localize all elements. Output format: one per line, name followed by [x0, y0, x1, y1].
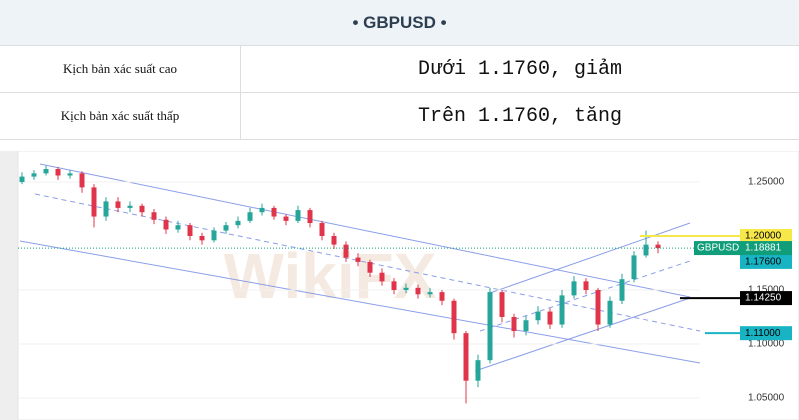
last-price-label: 1.18881: [745, 243, 782, 254]
candle-body: [55, 169, 61, 176]
last-price-name-box: [694, 241, 740, 256]
candle-body: [91, 187, 97, 217]
header-title: • GBPUSD •: [0, 0, 799, 46]
candle-body: [427, 292, 433, 295]
table-row: Kịch bản xác suất thấp Trên 1.1760, tăng: [0, 93, 799, 140]
candle-body: [403, 287, 409, 290]
plot-bg: [17, 151, 799, 420]
candle-body: [487, 292, 493, 361]
candle-body: [439, 292, 445, 301]
candle-body: [115, 201, 121, 208]
level-label: 1.17600: [745, 257, 782, 268]
candle-body: [79, 173, 85, 188]
level-label: 1.14250: [745, 293, 782, 304]
candle-body: [475, 360, 481, 381]
candle-body: [139, 205, 145, 213]
candle-body: [595, 289, 601, 325]
candle-body: [67, 173, 73, 176]
candle-body: [523, 320, 529, 332]
level-box: [740, 326, 792, 341]
candle-body: [307, 210, 313, 224]
candle-body: [271, 207, 277, 217]
watermark: WikiFX: [224, 240, 437, 312]
candle-body: [391, 281, 397, 290]
cell: Trên 1.1760, tăng: [417, 104, 623, 128]
candle-body: [499, 292, 505, 317]
candle-body: [127, 205, 133, 208]
candle-body: [223, 225, 229, 231]
candle-body: [619, 279, 625, 301]
candle-body: [187, 225, 193, 236]
candle-body: [211, 230, 217, 241]
candle-body: [355, 257, 361, 262]
candle-body: [103, 201, 109, 217]
candle-body: [463, 333, 469, 381]
candle-body: [31, 173, 37, 177]
candle-body: [415, 287, 421, 295]
candle-body: [643, 244, 649, 256]
y-tick-label: 1.25000: [748, 177, 785, 188]
candle-body: [19, 176, 25, 182]
candle-body: [319, 223, 325, 236]
candle-body: [295, 210, 301, 221]
candle-body: [631, 255, 637, 280]
y-tick-label: 1.10000: [748, 339, 785, 350]
last-price-box: [740, 241, 792, 256]
candle-body: [451, 300, 457, 334]
candle-body: [247, 212, 253, 221]
candle-body: [535, 311, 541, 321]
candle-body: [283, 216, 289, 221]
y-tick-label: 1.15000: [748, 285, 785, 296]
candle-body: [331, 235, 337, 245]
chart: WikiFX 1.25000 1.15000 1.10000 1.05000 1.200…: [0, 151, 799, 420]
frame: [0, 151, 18, 420]
y-tick-label: 1.05000: [748, 393, 785, 404]
candle-body: [655, 244, 661, 249]
candle-body: [151, 212, 157, 220]
cell: Dưới 1.1760, giảm: [417, 57, 623, 81]
level-box: [740, 291, 792, 306]
candle-body: [199, 235, 205, 241]
candle-body: [583, 281, 589, 290]
candle-body: [511, 316, 517, 332]
level-label: 1.20000: [745, 231, 782, 242]
candle-body: [547, 311, 553, 325]
candle-body: [607, 300, 613, 325]
candle-body: [343, 244, 349, 258]
candle-body: [163, 219, 169, 230]
level-label: 1.11000: [745, 328, 781, 339]
table-row: Kịch bản xác suất cao Dưới 1.1760, giảm: [0, 46, 799, 93]
level-box: [740, 228, 792, 243]
candle-body: [175, 225, 181, 230]
cell: Kịch bản xác suất thấp: [0, 93, 241, 139]
last-price-name: GBPUSD: [697, 243, 739, 254]
candle-body: [571, 281, 577, 296]
candle-body: [559, 295, 565, 325]
level-box: [740, 254, 792, 269]
candle-body: [235, 220, 241, 226]
candle-body: [43, 169, 49, 174]
candle-body: [379, 272, 385, 282]
cell: Kịch bản xác suất cao: [0, 46, 241, 92]
candle-body: [259, 207, 265, 213]
candle-body: [367, 261, 373, 273]
